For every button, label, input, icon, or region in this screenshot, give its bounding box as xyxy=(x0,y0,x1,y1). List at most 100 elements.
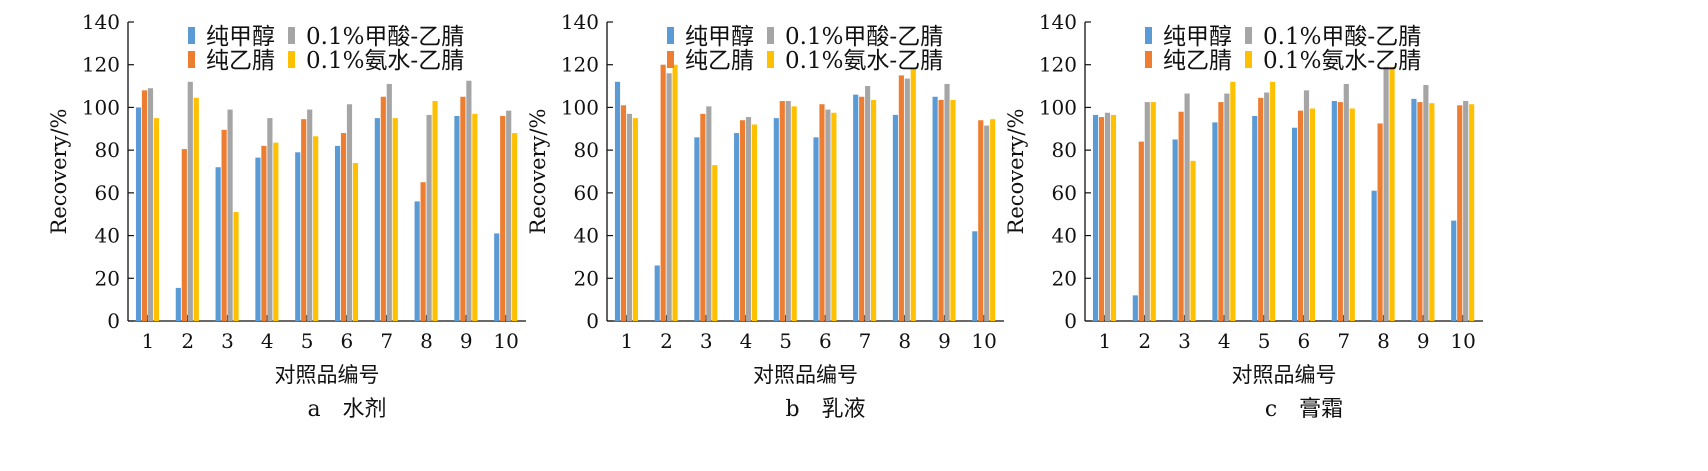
bar-series-2-cat-1 xyxy=(141,90,148,321)
bar-series-2-cat-7 xyxy=(380,96,386,321)
bar-series-1-cat-4 xyxy=(1212,122,1218,321)
bar-series-2-cat-10 xyxy=(978,120,984,321)
bar-series-3-cat-2 xyxy=(666,73,672,321)
legend-swatch xyxy=(1245,51,1252,68)
bar-series-2-cat-3 xyxy=(1178,111,1184,321)
bar-series-1-cat-7 xyxy=(374,118,380,321)
x-tick-label: 5 xyxy=(779,329,792,353)
bar-series-2-cat-9 xyxy=(460,96,466,321)
y-tick-label: 140 xyxy=(82,10,120,34)
bar-series-2-cat-6 xyxy=(819,104,825,321)
legend-swatch xyxy=(288,51,295,68)
bar-series-3-cat-3 xyxy=(706,106,712,321)
bar-series-2-cat-2 xyxy=(181,149,187,321)
bar-series-4-cat-4 xyxy=(751,124,758,321)
x-tick-label: 2 xyxy=(660,329,673,353)
bar-series-4-cat-3 xyxy=(233,212,239,321)
legend-swatch xyxy=(188,51,195,68)
bar-series-2-cat-7 xyxy=(1337,102,1343,321)
x-tick-label: 1 xyxy=(1099,329,1112,353)
bar-series-4-cat-1 xyxy=(632,118,638,321)
x-tick-label: 6 xyxy=(1298,329,1311,353)
bar-series-3-cat-7 xyxy=(1343,83,1349,321)
bar-series-4-cat-4 xyxy=(1230,81,1236,321)
bar-series-2-cat-4 xyxy=(261,145,267,321)
x-tick-label: 2 xyxy=(1138,329,1151,353)
bar-series-2-cat-9 xyxy=(1417,102,1423,321)
y-tick-label: 120 xyxy=(561,53,599,77)
bar-series-4-cat-2 xyxy=(672,64,678,321)
bar-series-1-cat-5 xyxy=(1252,115,1258,321)
bar-series-2-cat-3 xyxy=(700,113,706,321)
bar-series-3-cat-1 xyxy=(626,113,633,321)
legend-swatch xyxy=(1245,27,1252,44)
bar-series-4-cat-8 xyxy=(910,68,916,321)
bar-series-3-cat-2 xyxy=(187,81,193,321)
y-axis-label: Recovery/% xyxy=(526,109,550,235)
bar-series-3-cat-6 xyxy=(346,104,353,321)
x-axis-label: 对照品编号 xyxy=(1232,363,1337,387)
x-tick-label: 2 xyxy=(181,329,194,353)
bar-series-1-cat-9 xyxy=(932,96,938,321)
x-tick-label: 9 xyxy=(938,329,951,353)
bar-series-1-cat-9 xyxy=(454,115,460,321)
bar-series-3-cat-8 xyxy=(426,114,432,322)
x-tick-label: 7 xyxy=(859,329,872,353)
y-tick-label: 0 xyxy=(1064,309,1077,333)
bar-series-1-cat-9 xyxy=(1411,98,1417,321)
x-tick-label: 6 xyxy=(819,329,832,353)
bar-series-1-cat-2 xyxy=(175,287,181,321)
bar-series-3-cat-3 xyxy=(227,109,233,321)
y-tick-label: 80 xyxy=(574,138,599,162)
y-tick-label: 140 xyxy=(561,10,599,34)
bar-series-4-cat-5 xyxy=(313,136,319,321)
bar-series-3-cat-7 xyxy=(865,86,871,321)
bar-series-4-cat-3 xyxy=(1190,160,1196,321)
x-tick-label: 3 xyxy=(221,329,234,353)
y-tick-label: 100 xyxy=(561,95,599,119)
x-tick-label: 3 xyxy=(1178,329,1191,353)
bar-series-2-cat-3 xyxy=(221,129,227,321)
bar-series-1-cat-7 xyxy=(853,94,859,321)
bar-series-1-cat-8 xyxy=(892,114,898,322)
bar-series-4-cat-10 xyxy=(512,133,518,321)
x-tick-label: 10 xyxy=(1450,329,1475,353)
x-tick-label: 8 xyxy=(898,329,911,353)
bar-series-3-cat-6 xyxy=(1303,90,1310,321)
y-tick-label: 100 xyxy=(82,95,120,119)
legend-swatch xyxy=(188,27,195,44)
legend-label: 0.1%甲酸-乙腈 xyxy=(306,24,464,50)
x-tick-label: 10 xyxy=(971,329,996,353)
x-tick-label: 9 xyxy=(1417,329,1430,353)
x-tick-label: 5 xyxy=(301,329,314,353)
bar-series-2-cat-6 xyxy=(340,133,347,321)
bar-series-3-cat-10 xyxy=(1463,101,1469,322)
bar-series-4-cat-10 xyxy=(1469,104,1475,321)
legend-label: 纯乙腈 xyxy=(1163,48,1232,74)
bar-series-3-cat-8 xyxy=(1383,66,1389,321)
bar-series-4-cat-5 xyxy=(791,106,797,321)
bar-series-2-cat-4 xyxy=(739,120,746,321)
y-tick-label: 20 xyxy=(95,266,120,290)
panel-caption: b 乳液 xyxy=(785,397,865,422)
x-tick-label: 5 xyxy=(1258,329,1271,353)
bar-series-3-cat-9 xyxy=(466,80,472,321)
legend-swatch xyxy=(1145,27,1152,44)
bar-series-4-cat-2 xyxy=(1150,102,1156,321)
bar-series-3-cat-5 xyxy=(307,109,313,321)
x-tick-label: 1 xyxy=(142,329,155,353)
bar-series-4-cat-6 xyxy=(352,162,359,321)
bar-series-2-cat-8 xyxy=(1377,123,1383,321)
bar-series-4-cat-5 xyxy=(1270,81,1276,321)
legend-label: 0.1%甲酸-乙腈 xyxy=(1263,24,1421,50)
bar-series-2-cat-5 xyxy=(301,119,307,321)
bar-series-2-cat-1 xyxy=(1098,117,1105,322)
y-tick-label: 140 xyxy=(1039,10,1077,34)
legend-label: 纯甲醇 xyxy=(1163,24,1232,50)
bar-series-4-cat-7 xyxy=(392,118,398,321)
y-tick-label: 0 xyxy=(107,309,120,333)
